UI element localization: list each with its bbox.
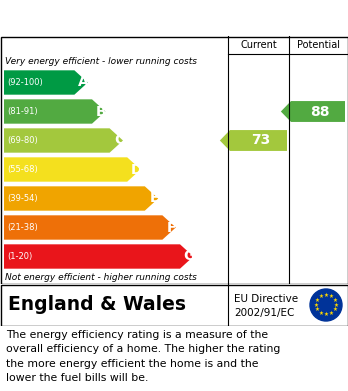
Text: (81-91): (81-91) (7, 107, 38, 116)
Text: (92-100): (92-100) (7, 78, 43, 87)
Text: ★: ★ (324, 312, 329, 317)
Text: ★: ★ (314, 303, 318, 307)
Text: EU Directive: EU Directive (234, 294, 298, 304)
Polygon shape (4, 99, 105, 124)
Text: ★: ★ (332, 307, 337, 312)
Text: F: F (167, 221, 176, 235)
Text: E: E (149, 192, 159, 206)
Polygon shape (4, 70, 88, 95)
Text: ★: ★ (315, 307, 320, 312)
Text: Potential: Potential (297, 40, 340, 50)
Text: G: G (184, 249, 195, 264)
Text: ★: ★ (333, 303, 338, 307)
Text: Current: Current (240, 40, 277, 50)
Text: England & Wales: England & Wales (8, 296, 186, 314)
Text: Not energy efficient - higher running costs: Not energy efficient - higher running co… (5, 273, 197, 282)
Text: ★: ★ (319, 294, 324, 299)
Text: ★: ★ (315, 298, 320, 303)
Text: A: A (78, 75, 89, 90)
Text: ★: ★ (324, 292, 329, 298)
Polygon shape (4, 128, 123, 152)
Text: ★: ★ (319, 311, 324, 316)
Polygon shape (4, 187, 158, 211)
Text: 88: 88 (310, 104, 330, 118)
Polygon shape (4, 157, 141, 182)
Text: B: B (96, 104, 107, 118)
Text: Very energy efficient - lower running costs: Very energy efficient - lower running co… (5, 57, 197, 66)
Text: The energy efficiency rating is a measure of the
overall efficiency of a home. T: The energy efficiency rating is a measur… (6, 330, 280, 383)
Polygon shape (281, 101, 345, 122)
Text: 73: 73 (251, 133, 270, 147)
Polygon shape (4, 215, 176, 240)
Text: ★: ★ (329, 294, 333, 299)
Text: 2002/91/EC: 2002/91/EC (234, 308, 294, 317)
Text: (39-54): (39-54) (7, 194, 38, 203)
Polygon shape (220, 130, 287, 151)
Text: (21-38): (21-38) (7, 223, 38, 232)
Text: ★: ★ (332, 298, 337, 303)
Text: (55-68): (55-68) (7, 165, 38, 174)
Text: (1-20): (1-20) (7, 252, 32, 261)
Text: Energy Efficiency Rating: Energy Efficiency Rating (8, 9, 248, 27)
Text: D: D (131, 163, 142, 176)
Text: (69-80): (69-80) (7, 136, 38, 145)
Polygon shape (4, 244, 193, 269)
Text: ★: ★ (329, 311, 333, 316)
Text: C: C (114, 133, 124, 147)
Circle shape (310, 289, 342, 321)
